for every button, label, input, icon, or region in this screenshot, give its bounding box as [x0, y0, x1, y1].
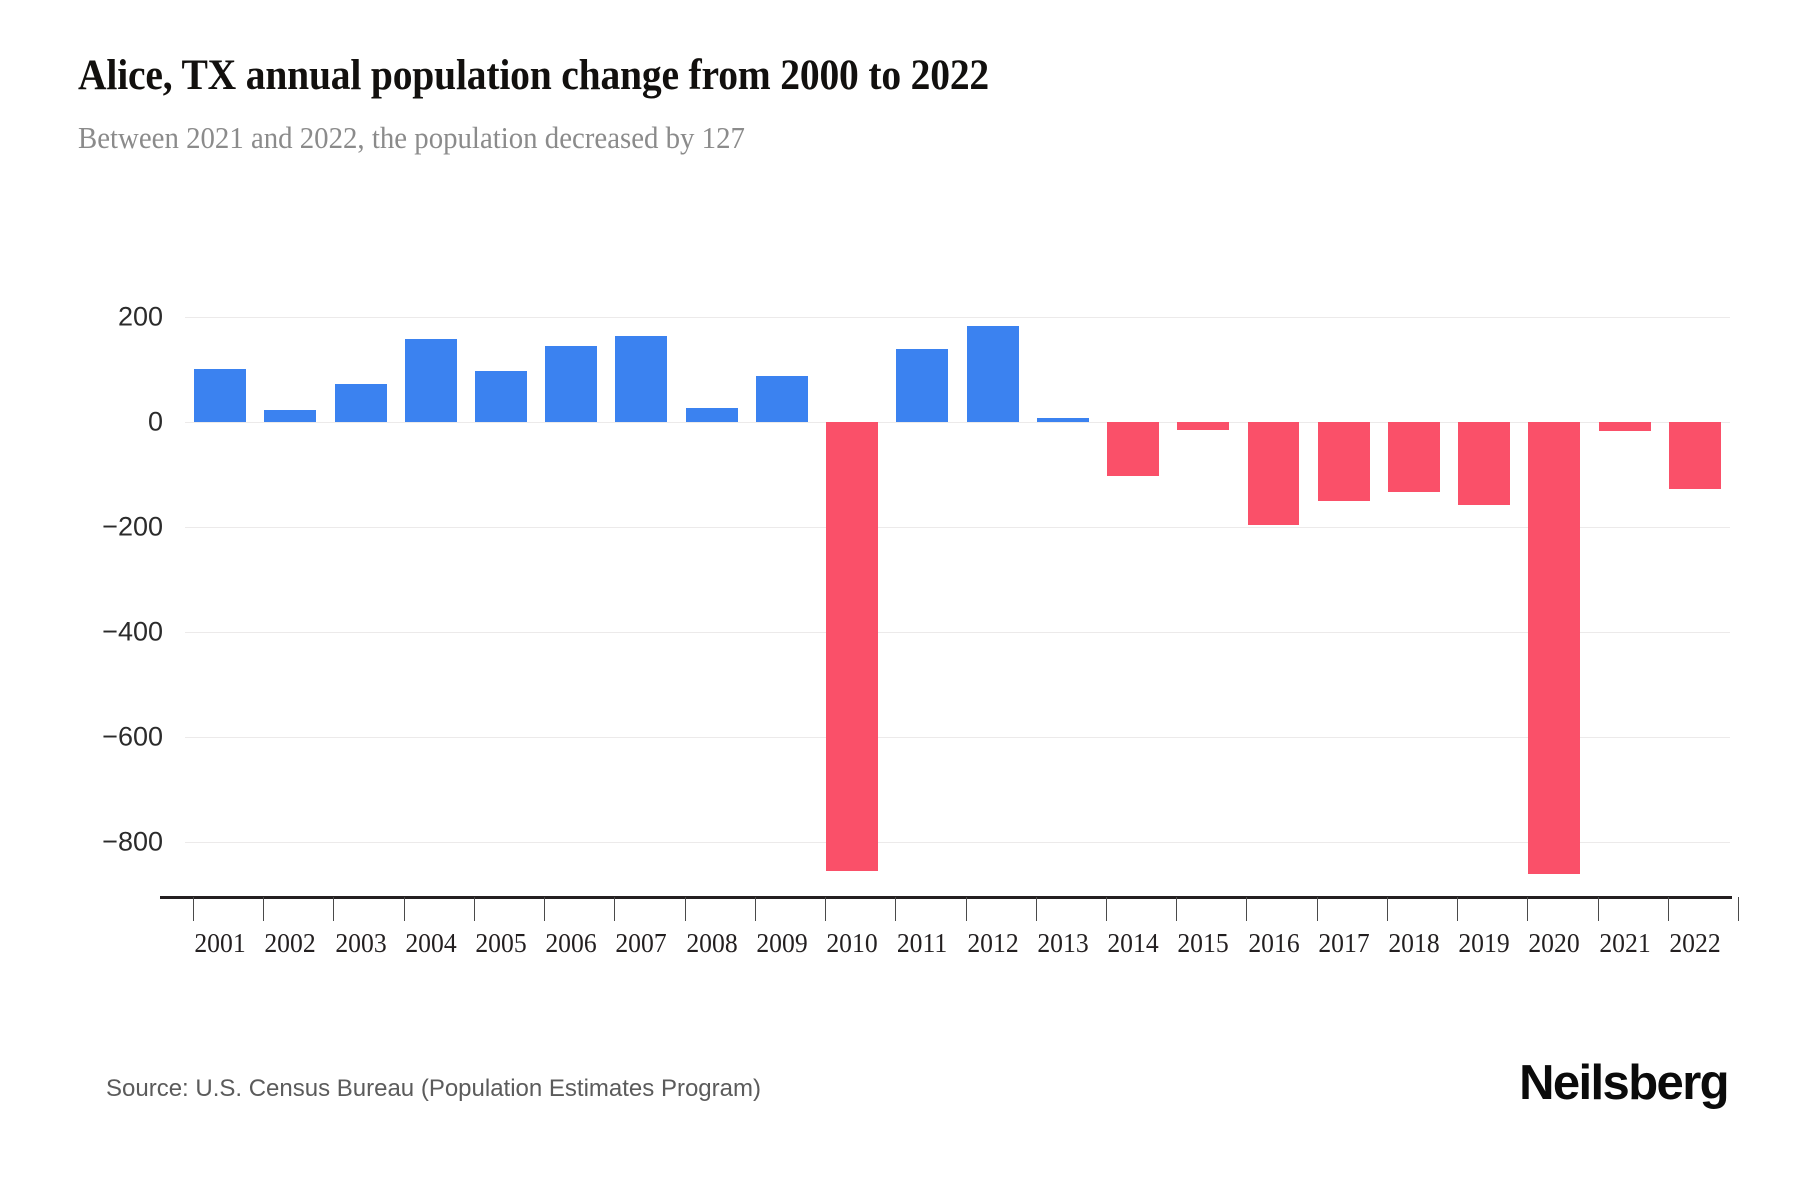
- bar-2022[interactable]: [1668, 421, 1721, 489]
- x-axis-line: [160, 896, 1732, 899]
- bar-2018[interactable]: [1387, 421, 1440, 492]
- bar-2004[interactable]: [404, 338, 457, 422]
- x-tick-2018: [1386, 897, 1388, 921]
- x-tick-2007: [614, 897, 616, 921]
- x-tick-2006: [544, 897, 546, 921]
- page-subtitle: Between 2021 and 2022, the population de…: [78, 120, 745, 155]
- bar-2005[interactable]: [475, 371, 527, 422]
- x-tick-2019: [1457, 897, 1459, 921]
- x-axis-label-2018: 2018: [1388, 928, 1440, 958]
- x-tick-2020: [1527, 897, 1529, 921]
- x-axis-label-2022: 2022: [1669, 928, 1721, 958]
- bar-2008[interactable]: [685, 408, 738, 422]
- bar-2002[interactable]: [264, 410, 317, 422]
- x-axis-label-2016: 2016: [1247, 928, 1300, 958]
- x-axis-label-2021: 2021: [1599, 928, 1651, 958]
- x-tick-2004: [403, 897, 405, 921]
- bar-2009[interactable]: [755, 375, 808, 422]
- x-tick-2005: [473, 897, 475, 921]
- x-tick-2021: [1597, 897, 1599, 921]
- x-axis-label-2010: 2010: [826, 928, 878, 958]
- x-axis-label-2005: 2005: [475, 928, 527, 958]
- bar-2020[interactable]: [1528, 421, 1581, 874]
- x-axis-label-2013: 2013: [1037, 928, 1089, 958]
- x-tick-2014: [1105, 897, 1107, 921]
- gridline--600: [185, 737, 1730, 739]
- bar-2003[interactable]: [334, 383, 387, 422]
- y-tick-label-0: 0: [147, 406, 163, 437]
- y-tick-label--600: −600: [102, 721, 163, 752]
- plot-area: [185, 285, 1730, 895]
- x-axis-label-2001: 2001: [194, 928, 246, 958]
- x-axis-label-2017: 2017: [1318, 928, 1370, 958]
- x-axis-label-2012: 2012: [966, 928, 1019, 958]
- x-tick-2015: [1176, 897, 1178, 921]
- x-axis-label-2004: 2004: [405, 928, 457, 958]
- bar-2012[interactable]: [966, 326, 1019, 422]
- x-tick-2003: [333, 897, 335, 921]
- x-axis-label-2006: 2006: [545, 928, 597, 958]
- x-axis-label-2011: 2011: [897, 928, 948, 958]
- bar-2014[interactable]: [1107, 421, 1160, 476]
- bar-2011[interactable]: [896, 348, 949, 422]
- bar-2001[interactable]: [194, 369, 247, 422]
- x-axis-label-2015: 2015: [1177, 928, 1229, 958]
- y-tick-label--200: −200: [102, 511, 163, 542]
- x-axis-label-2003: 2003: [334, 928, 387, 958]
- gridline-200: [185, 316, 1730, 318]
- x-axis-label-2019: 2019: [1458, 928, 1510, 958]
- x-tick-2011: [895, 897, 897, 921]
- bar-2017[interactable]: [1317, 421, 1370, 501]
- bar-2019[interactable]: [1458, 421, 1511, 505]
- bar-2015[interactable]: [1177, 421, 1230, 430]
- y-tick-label--800: −800: [102, 826, 163, 857]
- x-tick-2012: [965, 897, 967, 921]
- y-tick-label--400: −400: [102, 616, 163, 647]
- bar-2013[interactable]: [1036, 418, 1089, 422]
- x-tick-2017: [1316, 897, 1318, 921]
- brand-logo: Neilsberg: [1519, 1056, 1730, 1110]
- gridline--400: [185, 632, 1730, 634]
- x-tick-2008: [684, 897, 686, 921]
- y-tick-label-200: 200: [117, 301, 163, 332]
- x-tick-2001: [193, 897, 194, 921]
- x-tick-2009: [754, 897, 756, 921]
- bar-2006[interactable]: [545, 346, 598, 422]
- x-tick-end: [1738, 897, 1739, 921]
- x-tick-2016: [1246, 897, 1248, 921]
- source-note: Source: U.S. Census Bureau (Population E…: [106, 1075, 761, 1102]
- bar-2010[interactable]: [826, 421, 879, 872]
- bars-group: [185, 285, 1730, 895]
- x-tick-2010: [825, 897, 827, 921]
- page-title: Alice, TX annual population change from …: [78, 52, 990, 99]
- x-axis-label-2020: 2020: [1528, 928, 1581, 958]
- gridline-0: [185, 421, 1730, 423]
- bar-2007[interactable]: [615, 336, 668, 422]
- x-axis-label-2008: 2008: [686, 928, 738, 958]
- x-axis-label-2009: 2009: [756, 928, 808, 958]
- bar-2021[interactable]: [1598, 421, 1651, 432]
- gridline--200: [185, 526, 1730, 528]
- gridline--800: [185, 842, 1730, 844]
- x-tick-2002: [263, 897, 265, 921]
- x-axis-label-2002: 2002: [264, 928, 316, 958]
- x-tick-2022: [1667, 897, 1669, 921]
- x-axis-label-2007: 2007: [615, 928, 668, 958]
- bar-2016[interactable]: [1247, 421, 1300, 525]
- x-tick-2013: [1035, 897, 1037, 921]
- x-axis-label-2014: 2014: [1107, 928, 1159, 958]
